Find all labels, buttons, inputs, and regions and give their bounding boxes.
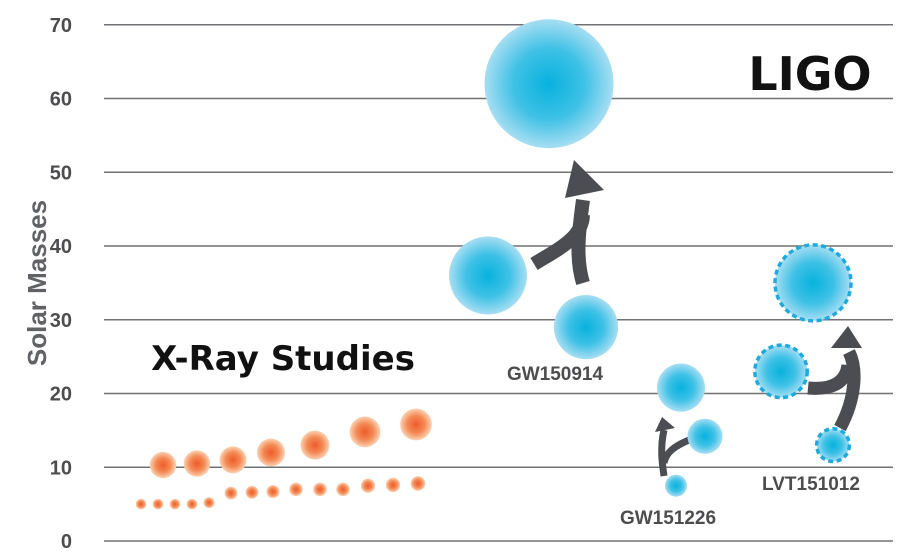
gw151226-arrow-branch-left bbox=[658, 429, 668, 477]
xray-dot-lower bbox=[385, 477, 401, 493]
y-tick-label: 10 bbox=[50, 457, 72, 479]
gw150914-arrow-head bbox=[565, 160, 604, 198]
y-tick-label: 20 bbox=[50, 384, 72, 406]
lvt151012-arrow-branch-left bbox=[807, 363, 855, 395]
xray-dot-lower bbox=[224, 486, 238, 500]
xray-dot-upper bbox=[400, 408, 432, 441]
lvt151012-arrow-branch-right bbox=[834, 349, 861, 432]
xray-dot-upper bbox=[149, 451, 177, 479]
y-tick-label: 40 bbox=[50, 236, 72, 258]
gw150914-arrow-branch-right bbox=[571, 199, 590, 286]
y-tick-label: 0 bbox=[61, 531, 72, 553]
xray-dot-lower bbox=[289, 482, 303, 497]
ligo-final-black-hole bbox=[773, 243, 853, 323]
event-label-gw151226: GW151226 bbox=[620, 508, 716, 529]
xray-dot-lower bbox=[135, 498, 147, 510]
gw151226-arrow-branch-right bbox=[660, 436, 691, 464]
y-axis-ticks: 0 10 20 30 40 50 60 70 bbox=[50, 15, 72, 553]
xray-dot-upper bbox=[349, 416, 381, 448]
lvt151012-arrow-head bbox=[831, 326, 862, 348]
xray-studies-label: X-Ray Studies bbox=[151, 339, 415, 379]
event-labels: GW150914 GW151226 LVT151012 bbox=[507, 364, 860, 529]
xray-dot-lower bbox=[336, 482, 350, 497]
y-tick-label: 50 bbox=[50, 162, 72, 184]
xray-dot-lower bbox=[410, 476, 426, 491]
ligo-primary-black-hole bbox=[687, 418, 723, 454]
xray-dot-upper bbox=[183, 450, 211, 477]
y-axis-label: Solar Masses bbox=[22, 200, 52, 366]
ligo-final-black-hole bbox=[484, 19, 614, 149]
xray-dot-lower bbox=[245, 485, 259, 499]
xray-dot-upper bbox=[219, 446, 247, 474]
gw151226-arrow-head bbox=[655, 417, 675, 432]
xray-dot-upper bbox=[300, 430, 330, 460]
merger-arrows bbox=[530, 160, 862, 477]
y-tick-label: 60 bbox=[50, 89, 72, 111]
ligo-secondary-black-hole bbox=[814, 426, 852, 464]
xray-dot-upper bbox=[257, 438, 285, 467]
ligo-points bbox=[449, 19, 853, 497]
xray-dot-lower bbox=[169, 498, 181, 510]
ligo-label: LIGO bbox=[748, 47, 871, 101]
xray-dot-lower bbox=[152, 498, 164, 510]
ligo-secondary-black-hole bbox=[665, 474, 687, 497]
ligo-final-black-hole bbox=[656, 363, 706, 412]
y-tick-label: 30 bbox=[50, 310, 72, 332]
event-label-gw150914: GW150914 bbox=[507, 364, 604, 385]
ligo-primary-black-hole bbox=[753, 343, 809, 400]
xray-dot-lower bbox=[186, 498, 198, 510]
xray-dot-lower bbox=[313, 482, 327, 497]
xray-dot-lower bbox=[360, 478, 376, 493]
ligo-secondary-black-hole bbox=[553, 295, 619, 360]
xray-points bbox=[135, 408, 432, 510]
xray-dot-lower bbox=[266, 485, 280, 499]
xray-dot-lower bbox=[203, 497, 215, 509]
ligo-primary-black-hole bbox=[449, 236, 527, 315]
y-tick-label: 70 bbox=[50, 15, 72, 37]
event-label-lvt151012: LVT151012 bbox=[762, 474, 860, 495]
